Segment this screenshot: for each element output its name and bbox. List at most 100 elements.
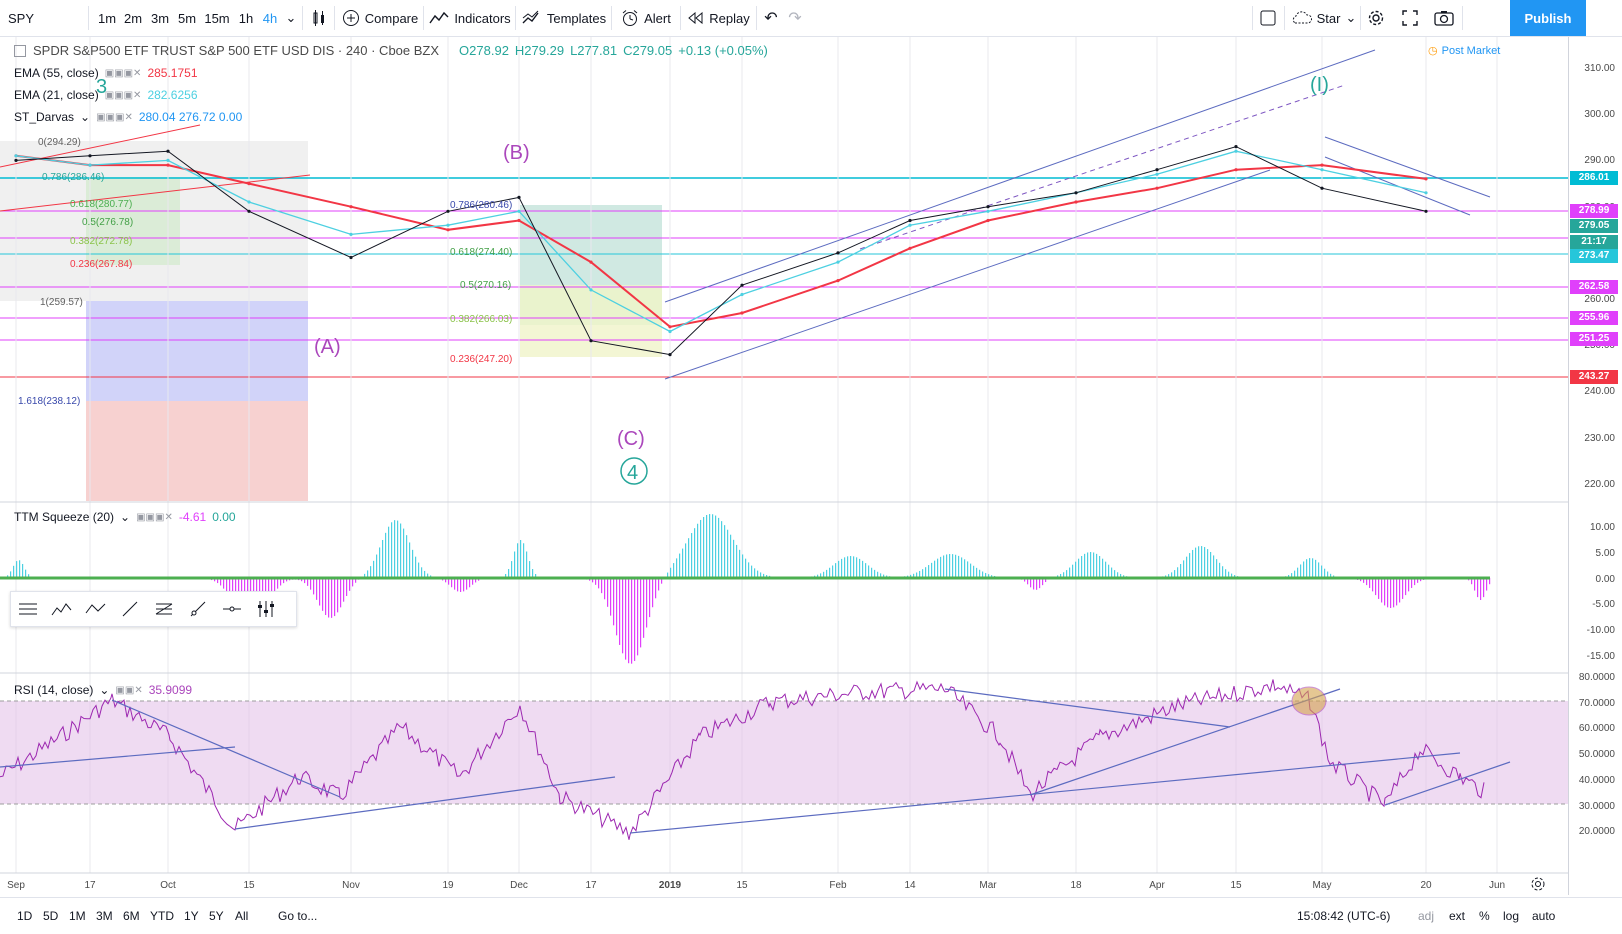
chart-style-button[interactable] (306, 0, 332, 36)
replay-button[interactable]: Replay (685, 0, 753, 36)
ttm-bar (16, 561, 17, 578)
series-point (349, 233, 352, 236)
elliott-correction-tool[interactable] (79, 592, 113, 626)
goto-button[interactable]: Go to... (278, 898, 317, 934)
range-button-3m[interactable]: 3M (96, 898, 113, 934)
time-axis-label: Mar (979, 880, 996, 891)
ttm-bar (1081, 556, 1082, 578)
time-axis-label: Jun (1489, 880, 1505, 891)
range-button-ytd[interactable]: YTD (150, 898, 174, 934)
ttm-bar (1180, 564, 1181, 578)
collapse-icon[interactable] (14, 45, 26, 57)
range-button-5y[interactable]: 5Y (209, 898, 224, 934)
ttm-bar (946, 554, 947, 578)
star-label: Star (1317, 11, 1341, 26)
abc-wave-icon (85, 601, 107, 617)
chart-canvas[interactable]: (B) (A) (C) 4 3 (I) 0(294.29) 0.786(286.… (0, 37, 1568, 895)
ttm-bar (952, 554, 953, 578)
interval-dropdown[interactable]: ⌄ (282, 0, 300, 36)
log-toggle[interactable]: log (1503, 898, 1519, 934)
publish-button[interactable]: Publish (1510, 0, 1586, 36)
interval-1h[interactable]: 1h (234, 0, 258, 36)
ttm-bar (688, 538, 689, 578)
ttm-bar (1207, 549, 1208, 578)
ttm-bar (370, 566, 371, 578)
ttm-bar (604, 578, 605, 599)
legend-controls[interactable]: ▣▣▣✕ (105, 68, 142, 79)
interval-15m[interactable]: 15m (201, 0, 233, 36)
ttm-bar (409, 542, 410, 578)
compare-button[interactable]: Compare (340, 0, 420, 36)
chevron-down-icon[interactable]: ⌄ (80, 110, 90, 124)
undo-button[interactable]: ↶ (760, 0, 782, 36)
interval-4h[interactable]: 4h (258, 0, 282, 36)
symbol-search[interactable]: SPY (8, 0, 78, 36)
alert-button[interactable]: Alert (616, 0, 676, 36)
legend-controls[interactable]: ▣▣✕ (115, 685, 142, 696)
legend-controls[interactable]: ▣▣▣✕ (96, 112, 133, 123)
elliott-impulse-tool[interactable] (45, 592, 79, 626)
interval-5m[interactable]: 5m (174, 0, 200, 36)
settings-button[interactable] (1364, 0, 1388, 36)
chevron-down-icon[interactable]: ⌄ (120, 510, 130, 524)
ttm-bar (841, 559, 842, 578)
templates-button[interactable]: Templates (520, 0, 608, 36)
settings-tool[interactable] (249, 592, 283, 626)
range-button-all[interactable]: All (235, 898, 248, 934)
star-layout-button[interactable]: Star ⌄ (1288, 0, 1358, 36)
range-button-1y[interactable]: 1Y (184, 898, 199, 934)
percent-toggle[interactable]: % (1479, 898, 1490, 934)
rsi-highlight (1292, 687, 1326, 715)
range-button-1d[interactable]: 1D (17, 898, 32, 934)
chevron-down-icon[interactable]: ⌄ (99, 683, 109, 697)
chevron-down-icon: ⌄ (286, 10, 297, 26)
series-point (1155, 187, 1158, 190)
post-market-indicator[interactable]: ◷ Post Market (1428, 44, 1500, 57)
ttm-bar (742, 554, 743, 578)
interval-label: 4h (263, 11, 277, 26)
series-point (986, 210, 989, 213)
ttm-bar (973, 566, 974, 578)
price-axis-label: 230.00 (1584, 433, 1615, 444)
ema55-legend[interactable]: EMA (55, close) ▣▣▣✕ 285.1751 (14, 66, 198, 80)
ttm-bar (697, 524, 698, 578)
adj-toggle[interactable]: adj (1418, 898, 1434, 934)
layout-button[interactable] (1256, 0, 1280, 36)
horizontal-ray-tool[interactable] (215, 592, 249, 626)
redo-button[interactable]: ↷ (784, 0, 806, 36)
ttm-bar (643, 578, 644, 638)
clock-display[interactable]: 15:08:42 (UTC-6) (1297, 898, 1390, 934)
interval-2m[interactable]: 2m (120, 0, 146, 36)
bottom-toolbar: 1D 5D 1M 3M 6M YTD 1Y 5Y All Go to... 15:08:42 (… (0, 897, 1622, 934)
axis-settings-button[interactable] (1530, 876, 1546, 895)
interval-1m[interactable]: 1m (94, 0, 120, 36)
range-button-5d[interactable]: 5D (43, 898, 58, 934)
ext-label: ext (1449, 909, 1465, 923)
series-point (740, 311, 743, 314)
legend-controls[interactable]: ▣▣▣✕ (136, 512, 173, 523)
ttm-bar (751, 566, 752, 578)
indicators-button[interactable]: Indicators (428, 0, 512, 36)
range-button-6m[interactable]: 6M (123, 898, 140, 934)
lines-tool[interactable] (11, 592, 45, 626)
range-button-1m[interactable]: 1M (69, 898, 86, 934)
fib-tool[interactable] (147, 592, 181, 626)
series-point (1234, 145, 1237, 148)
ttm-bar (511, 561, 512, 578)
ttm-legend[interactable]: TTM Squeeze (20) ⌄ ▣▣▣✕ -4.61 0.00 (14, 510, 236, 524)
legend-controls[interactable]: ▣▣▣✕ (105, 90, 142, 101)
ttm-bar (625, 578, 626, 660)
auto-toggle[interactable]: auto (1532, 898, 1555, 934)
rsi-legend[interactable]: RSI (14, close) ⌄ ▣▣✕ 35.9099 (14, 683, 192, 697)
darvas-legend[interactable]: ST_Darvas ⌄ ▣▣▣✕ 280.04 276.72 0.00 (14, 110, 242, 124)
fullscreen-button[interactable] (1398, 0, 1422, 36)
ray-tool[interactable] (181, 592, 215, 626)
price-axis[interactable]: 310.00300.00290.00280.00270.00260.00250.… (1568, 37, 1622, 895)
snapshot-button[interactable] (1432, 0, 1456, 36)
ttm-bar (1084, 554, 1085, 578)
interval-3m[interactable]: 3m (147, 0, 173, 36)
ext-toggle[interactable]: ext (1449, 898, 1465, 934)
trendline-icon (121, 600, 139, 618)
ema21-legend[interactable]: EMA (21, close) ▣▣▣✕ 282.6256 (14, 88, 198, 102)
trendline-tool[interactable] (113, 592, 147, 626)
